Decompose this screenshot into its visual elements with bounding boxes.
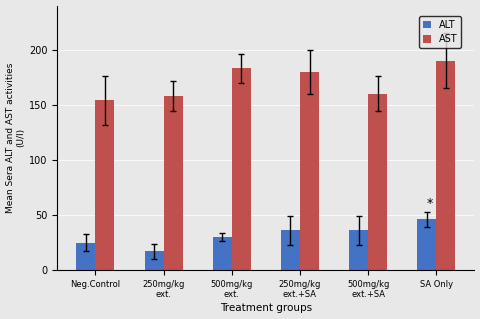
- Bar: [436, 61, 456, 270]
- Bar: [96, 100, 115, 270]
- X-axis label: Treatment groups: Treatment groups: [220, 303, 312, 314]
- Bar: [213, 237, 232, 270]
- Y-axis label: Mean Sera ALT and AST activities
(U/I): Mean Sera ALT and AST activities (U/I): [6, 63, 25, 213]
- Bar: [164, 96, 183, 270]
- Bar: [300, 72, 319, 270]
- Bar: [144, 251, 164, 270]
- Legend: ALT, AST: ALT, AST: [420, 16, 461, 48]
- Text: *: *: [427, 197, 433, 210]
- Bar: [417, 219, 436, 270]
- Bar: [232, 68, 251, 270]
- Bar: [368, 94, 387, 270]
- Bar: [349, 230, 368, 270]
- Bar: [281, 230, 300, 270]
- Bar: [76, 242, 96, 270]
